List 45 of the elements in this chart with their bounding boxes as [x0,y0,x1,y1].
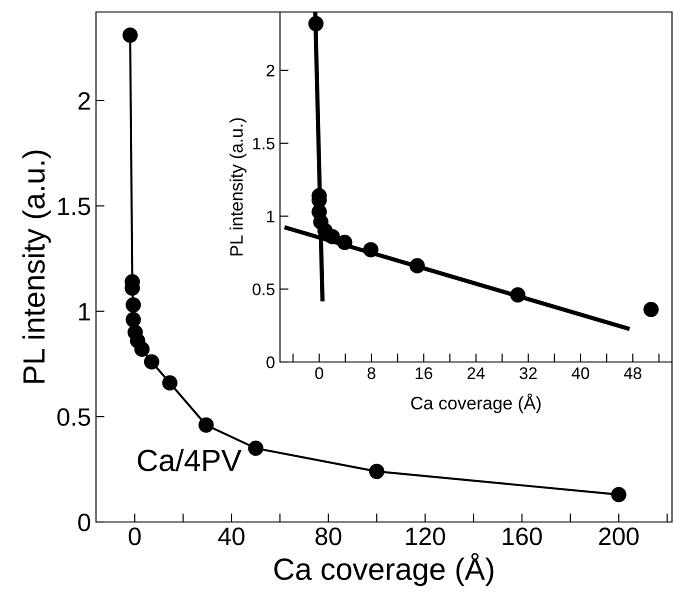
x-tick-label: 8 [368,367,376,380]
x-tick-label: 160 [503,528,542,546]
y-tick-label: 1 [79,303,90,320]
point [363,242,378,258]
x-axis-title: Ca coverage (Å) [274,552,494,586]
x-tick-label: 24 [468,367,485,379]
point [308,16,324,32]
y-tick-label: 1.5 [253,138,274,150]
y-tick-label: 0 [266,356,274,368]
point [410,258,425,274]
point [248,440,264,456]
point [144,354,160,370]
y-tick-label: 0.5 [252,283,274,296]
point [134,342,150,357]
point [122,28,138,43]
point [510,287,526,303]
y-tick-label: 0.5 [57,408,90,426]
point [162,375,178,391]
y-tick-label: 1 [267,210,274,222]
x-tick-label: 32 [520,367,537,380]
y-tick-label: 1.5 [58,198,90,216]
point [126,312,141,328]
point [337,234,352,250]
y-tick-label: 0 [78,514,90,532]
x-tick-label: 40 [218,528,244,546]
x-tick-label: 80 [316,528,342,546]
y-tick-label: 2 [266,64,274,76]
y-tick-label: 2 [78,92,90,110]
point [324,228,340,244]
y-axis-title: PL intensity (a.u.) [230,118,246,256]
x-tick-label: 16 [416,367,432,380]
x-tick-label: 48 [624,367,642,380]
x-tick-label: 0 [315,367,324,380]
point [126,297,141,313]
x-tick-label: 40 [572,367,590,380]
x-tick-label: 120 [406,528,446,546]
annotation: Ca/4PV [138,448,242,472]
point [369,464,384,480]
point [611,486,626,502]
x-axis-title: Ca coverage (Å) [411,394,541,414]
x-tick-label: 0 [128,528,141,546]
x-tick-label: 200 [599,528,639,546]
y-axis-title: PL intensity (a.u.) [22,150,51,383]
point [198,417,214,433]
point [643,302,659,318]
